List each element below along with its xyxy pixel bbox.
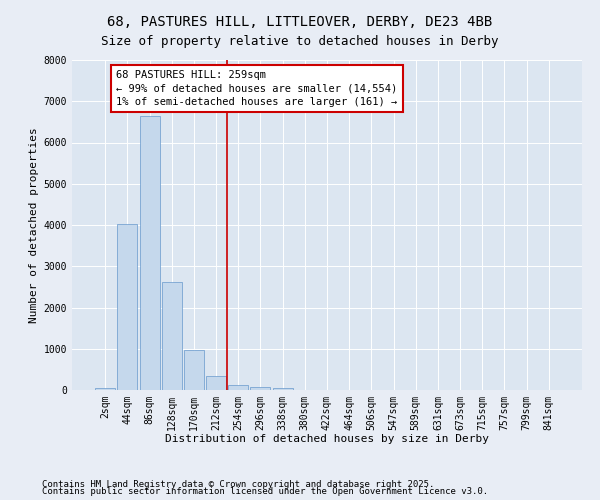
Bar bbox=[228, 384, 248, 390]
Text: 68, PASTURES HILL, LITTLEOVER, DERBY, DE23 4BB: 68, PASTURES HILL, LITTLEOVER, DERBY, DE… bbox=[107, 15, 493, 29]
Text: Size of property relative to detached houses in Derby: Size of property relative to detached ho… bbox=[101, 35, 499, 48]
Y-axis label: Number of detached properties: Number of detached properties bbox=[29, 127, 40, 323]
Text: 68 PASTURES HILL: 259sqm
← 99% of detached houses are smaller (14,554)
1% of sem: 68 PASTURES HILL: 259sqm ← 99% of detach… bbox=[116, 70, 398, 106]
Bar bbox=[272, 388, 293, 390]
Bar bbox=[162, 282, 182, 390]
Bar bbox=[184, 350, 204, 390]
Bar bbox=[118, 224, 137, 390]
Bar bbox=[206, 376, 226, 390]
Text: Contains HM Land Registry data © Crown copyright and database right 2025.: Contains HM Land Registry data © Crown c… bbox=[42, 480, 434, 489]
Bar bbox=[250, 387, 271, 390]
Text: Contains public sector information licensed under the Open Government Licence v3: Contains public sector information licen… bbox=[42, 487, 488, 496]
Bar bbox=[95, 388, 115, 390]
X-axis label: Distribution of detached houses by size in Derby: Distribution of detached houses by size … bbox=[165, 434, 489, 444]
Bar bbox=[140, 116, 160, 390]
